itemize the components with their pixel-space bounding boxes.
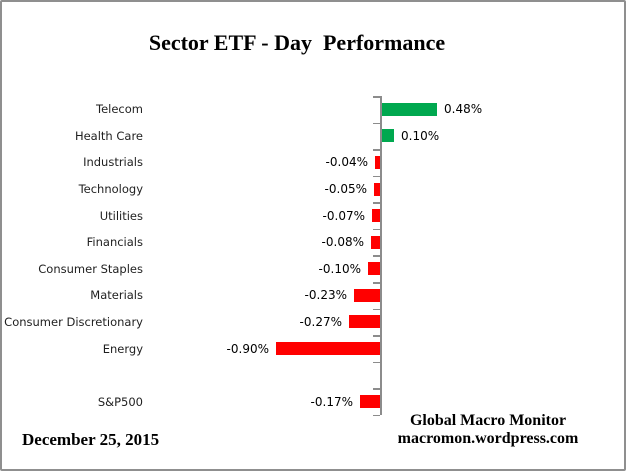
category-label: Technology bbox=[78, 182, 143, 197]
footer-credit: Global Macro Monitor macromon.wordpress.… bbox=[348, 412, 624, 448]
category-label: S&P500 bbox=[97, 394, 143, 409]
category-label: Health Care bbox=[74, 128, 143, 143]
bar-energy bbox=[276, 342, 380, 356]
category-label: Financials bbox=[86, 235, 143, 250]
category-label: Industrials bbox=[83, 155, 143, 170]
value-label: -0.10% bbox=[318, 261, 361, 276]
axis-tick bbox=[373, 335, 380, 337]
bar-s-p500 bbox=[360, 395, 380, 409]
category-label: Telecom bbox=[96, 102, 143, 117]
chart-title: Sector ETF - Day Performance bbox=[148, 30, 446, 55]
axis-tick bbox=[373, 414, 380, 417]
bar-telecom bbox=[382, 102, 437, 116]
bar-materials bbox=[354, 288, 380, 302]
axis-tick bbox=[373, 361, 380, 364]
bar-industrials bbox=[375, 155, 380, 169]
value-label: -0.17% bbox=[310, 394, 353, 409]
axis-tick bbox=[373, 282, 380, 284]
bar-health-care bbox=[382, 129, 394, 143]
value-label: -0.08% bbox=[321, 235, 364, 250]
category-label: Utilities bbox=[99, 208, 143, 223]
value-label: 0.48% bbox=[444, 102, 483, 117]
axis-tick bbox=[373, 149, 380, 151]
footer-source-url: macromon.wordpress.com bbox=[397, 430, 579, 447]
y-axis-line bbox=[380, 96, 382, 415]
value-label: -0.27% bbox=[299, 314, 342, 329]
category-label: Consumer Discretionary bbox=[4, 314, 143, 329]
category-label: Materials bbox=[90, 288, 143, 303]
bar-technology bbox=[374, 182, 380, 196]
date-label: December 25, 2015 bbox=[22, 430, 160, 449]
category-label: Energy bbox=[102, 341, 143, 356]
bar-utilities bbox=[372, 209, 380, 223]
axis-tick bbox=[373, 202, 380, 204]
axis-tick bbox=[373, 175, 380, 178]
value-label: -0.23% bbox=[304, 288, 347, 303]
value-label: -0.90% bbox=[226, 341, 269, 356]
bar-consumer-staples bbox=[368, 262, 380, 276]
bar-consumer-discretionary bbox=[349, 315, 380, 329]
category-label: Consumer Staples bbox=[38, 261, 143, 276]
axis-tick bbox=[373, 96, 380, 98]
value-label: -0.07% bbox=[322, 208, 365, 223]
axis-tick bbox=[373, 122, 380, 125]
axis-tick bbox=[373, 228, 380, 231]
bar-financials bbox=[371, 235, 380, 249]
value-label: 0.10% bbox=[401, 128, 440, 143]
axis-tick bbox=[373, 388, 380, 390]
footer-source-name: Global Macro Monitor bbox=[409, 412, 567, 429]
value-label: -0.04% bbox=[325, 155, 368, 170]
axis-tick bbox=[373, 255, 380, 257]
axis-tick bbox=[373, 308, 380, 311]
value-label: -0.05% bbox=[324, 182, 367, 197]
